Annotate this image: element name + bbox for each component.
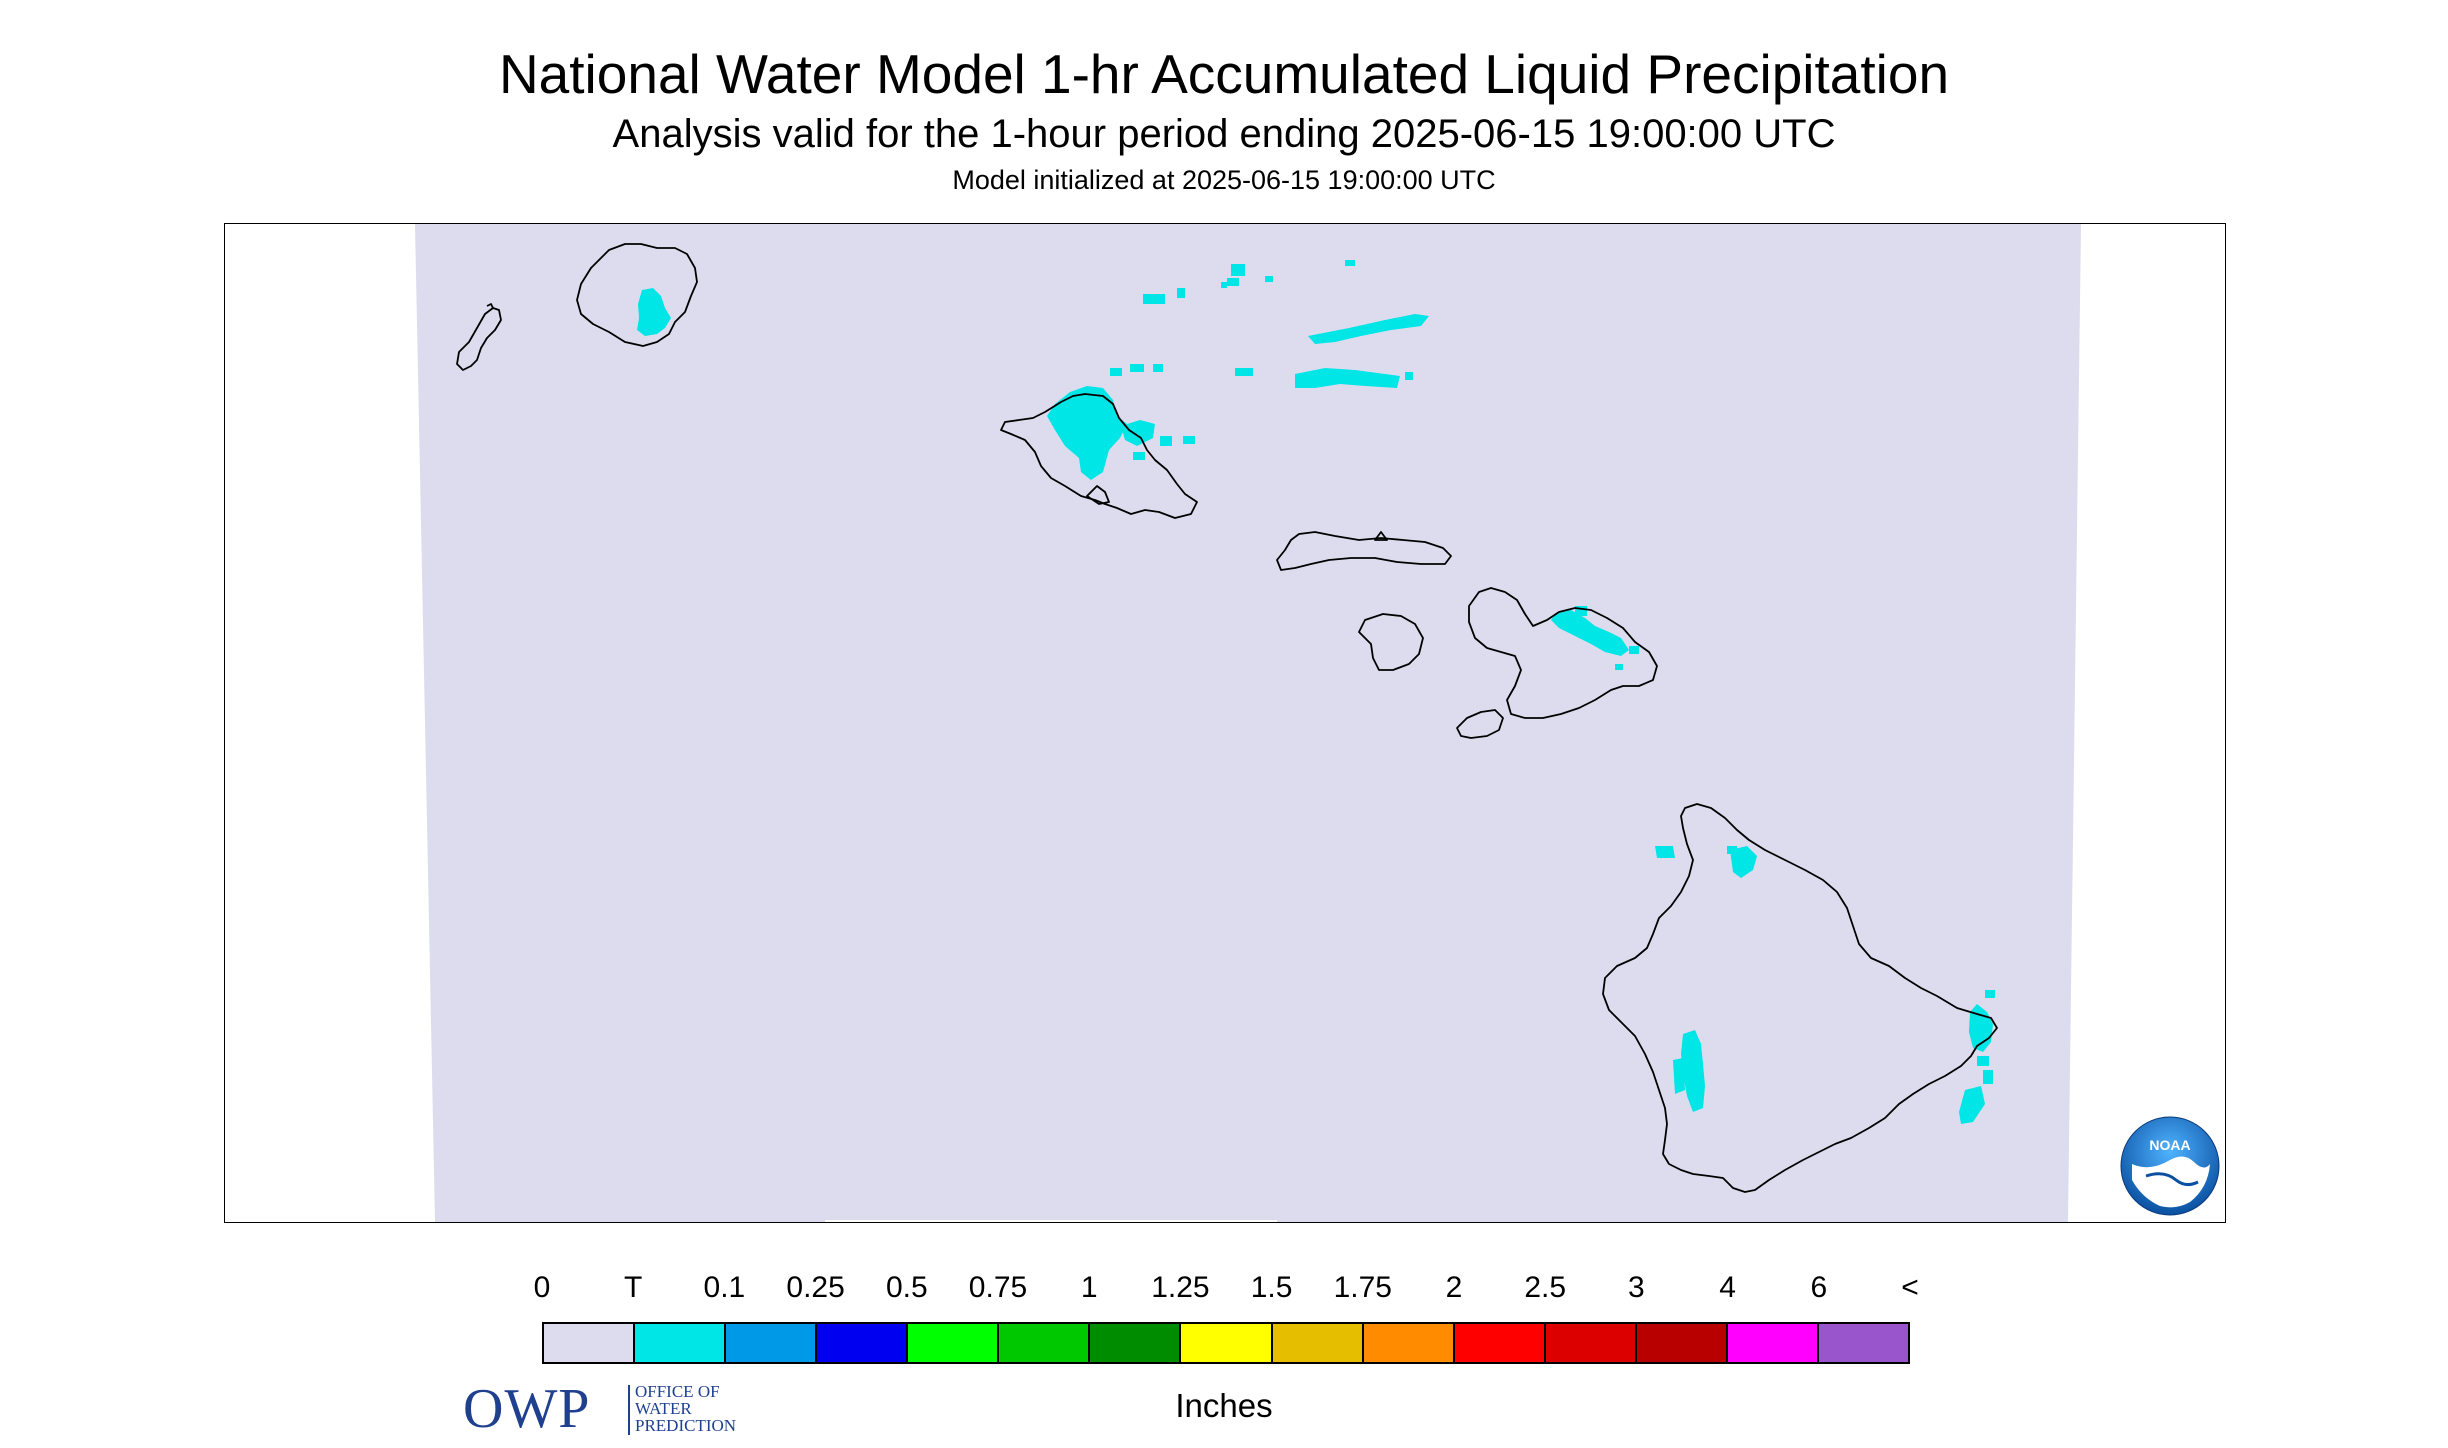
legend-label: 1.5 [1250,1271,1293,1304]
legend-label: 0.25 [786,1271,845,1304]
island-kahoolawe [1456,709,1504,739]
map-subtitle: Analysis valid for the 1-hour period end… [612,112,1836,156]
legend-label: 2.5 [1524,1271,1567,1304]
map-title: National Water Model 1-hr Accumulated Li… [498,43,1950,105]
model-init-text: Model initialized at 2025-06-15 19:00:00… [952,165,1496,195]
legend-label: 1.25 [1151,1271,1210,1304]
map-panel: OWP OFFICE OF WATER PREDICTION [224,223,2226,1440]
legend-units: Inches [1175,1387,1273,1424]
owp-logo-line1: OFFICE OF [635,1382,720,1401]
owp-logo-text: OWP [463,1378,591,1440]
legend-labels: 0 T 0.1 0.25 0.5 0.75 1 1.25 1.5 1.75 2 2.5 3 4 6 < [0,1270,2448,1310]
island-oahu [1000,393,1198,519]
legend-label: 2 [1445,1271,1463,1304]
legend-label: 6 [1810,1271,1828,1304]
legend-swatch [817,1324,909,1362]
island-lanai [1358,613,1424,671]
coastlines [456,243,1998,1193]
legend-swatch [1636,1324,1728,1362]
legend-swatch [999,1324,1091,1362]
precip-map [415,224,2081,1222]
legend-swatch [726,1324,818,1362]
island-niihau [456,303,502,371]
legend-swatch [1545,1324,1637,1362]
legend-swatch [1181,1324,1273,1362]
color-legend [542,1322,1910,1364]
owp-logo-line2: WATER [635,1399,692,1418]
legend-label: 0 [533,1271,551,1304]
legend-swatch [1818,1324,1908,1362]
owp-logo-divider [628,1385,630,1435]
island-maui [1468,587,1658,719]
owp-logo-subtext: OFFICE OF WATER PREDICTION [635,1383,736,1434]
legend-swatch [1454,1324,1546,1362]
precip-areas [637,260,1995,1124]
legend-swatch [544,1324,636,1362]
legend-label: 1.75 [1333,1271,1392,1304]
legend-label: 4 [1719,1271,1736,1304]
noaa-logo: NOAA [2120,1116,2220,1216]
legend-label: 0.75 [968,1271,1028,1304]
legend-swatch [635,1324,727,1362]
island-molokai [1276,531,1452,571]
model-domain [415,224,2081,1222]
legend-label: 0.1 [703,1271,746,1304]
noaa-logo-text: NOAA [2149,1137,2190,1153]
island-hawaii [1602,803,1998,1193]
legend-swatch [1363,1324,1455,1362]
legend-swatch [908,1324,1000,1362]
legend-label: 0.5 [885,1271,928,1304]
owp-logo-line3: PREDICTION [635,1416,737,1435]
legend-label: T [624,1271,643,1304]
island-kauai [576,243,698,347]
legend-swatch [1727,1324,1819,1362]
legend-swatch [1090,1324,1182,1362]
legend-label: < [1901,1271,1919,1304]
legend-label: 3 [1628,1271,1645,1304]
legend-swatch [1272,1324,1364,1362]
legend-label: 1 [1080,1271,1098,1304]
